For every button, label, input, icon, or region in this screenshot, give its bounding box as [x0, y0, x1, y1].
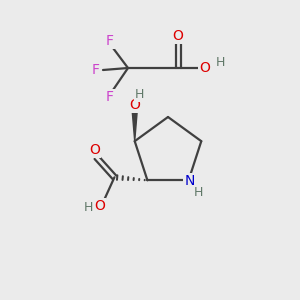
Text: O: O: [172, 29, 183, 43]
Text: N: N: [184, 174, 195, 188]
Text: O: O: [129, 98, 140, 112]
Text: F: F: [106, 90, 114, 104]
Text: O: O: [94, 199, 105, 213]
Text: H: H: [135, 88, 144, 101]
Text: F: F: [92, 63, 100, 77]
Text: H: H: [84, 201, 93, 214]
Text: F: F: [106, 34, 114, 48]
Text: H: H: [194, 186, 203, 199]
Text: O: O: [89, 143, 100, 157]
Text: O: O: [200, 61, 210, 75]
Text: H: H: [215, 56, 225, 68]
Polygon shape: [132, 111, 137, 141]
